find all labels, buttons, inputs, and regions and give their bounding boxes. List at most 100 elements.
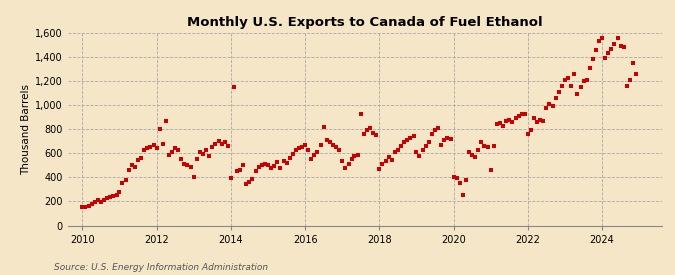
Point	[343, 161, 354, 166]
Point	[520, 111, 531, 116]
Point	[235, 167, 246, 172]
Point	[148, 143, 159, 148]
Point	[306, 157, 317, 161]
Point	[541, 105, 552, 110]
Point	[77, 205, 88, 210]
Point	[594, 39, 605, 44]
Point	[606, 46, 617, 51]
Point	[371, 133, 382, 138]
Point	[485, 168, 496, 172]
Point	[408, 134, 419, 138]
Point	[232, 169, 242, 173]
Point	[433, 126, 443, 130]
Point	[421, 144, 431, 148]
Point	[483, 145, 493, 150]
Point	[532, 120, 543, 124]
Point	[352, 153, 363, 157]
Point	[460, 178, 471, 182]
Point	[560, 78, 570, 82]
Point	[294, 146, 304, 150]
Point	[207, 144, 218, 149]
Point	[383, 155, 394, 159]
Point	[581, 78, 592, 82]
Point	[302, 148, 313, 153]
Point	[572, 92, 583, 97]
Point	[591, 48, 601, 52]
Point	[256, 163, 267, 167]
Point	[126, 163, 137, 167]
Y-axis label: Thousand Barrels: Thousand Barrels	[21, 84, 31, 175]
Point	[260, 162, 271, 166]
Point	[312, 150, 323, 154]
Point	[631, 72, 642, 76]
Point	[566, 84, 576, 88]
Point	[396, 144, 406, 148]
Point	[102, 196, 113, 201]
Point	[278, 158, 289, 163]
Point	[510, 116, 521, 121]
Point	[176, 156, 187, 161]
Point	[446, 137, 456, 141]
Point	[562, 75, 573, 80]
Point	[467, 152, 478, 157]
Point	[145, 144, 156, 149]
Point	[550, 96, 561, 100]
Point	[476, 140, 487, 145]
Point	[80, 205, 90, 209]
Point	[269, 164, 279, 168]
Point	[186, 164, 196, 169]
Point	[516, 111, 527, 116]
Point	[325, 140, 335, 145]
Point	[358, 132, 369, 136]
Point	[319, 125, 329, 130]
Point	[513, 114, 524, 118]
Point	[628, 61, 639, 65]
Point	[554, 90, 564, 94]
Point	[290, 148, 301, 153]
Point	[309, 152, 320, 157]
Point	[368, 131, 379, 135]
Point	[585, 66, 595, 70]
Point	[188, 175, 199, 179]
Point	[191, 156, 202, 161]
Point	[535, 118, 545, 122]
Point	[173, 148, 184, 153]
Point	[538, 119, 549, 123]
Point	[315, 143, 326, 148]
Point	[250, 169, 261, 173]
Point	[497, 123, 508, 128]
Point	[609, 42, 620, 46]
Point	[275, 166, 286, 170]
Point	[495, 121, 506, 125]
Point	[349, 154, 360, 158]
Point	[340, 166, 350, 170]
Point	[346, 156, 357, 161]
Point	[114, 190, 125, 194]
Point	[238, 163, 248, 167]
Point	[597, 35, 608, 40]
Point	[83, 204, 94, 208]
Point	[327, 143, 338, 147]
Point	[374, 167, 385, 171]
Point	[167, 149, 178, 154]
Point	[464, 150, 475, 154]
Point	[210, 141, 221, 146]
Point	[522, 132, 533, 136]
Point	[200, 147, 211, 152]
Point	[120, 178, 131, 183]
Point	[108, 194, 119, 198]
Point	[430, 128, 441, 133]
Point	[334, 148, 345, 153]
Point	[213, 139, 224, 143]
Point	[99, 197, 109, 202]
Point	[157, 142, 168, 147]
Point	[507, 120, 518, 124]
Point	[393, 147, 404, 152]
Point	[427, 132, 437, 136]
Point	[105, 195, 115, 199]
Point	[247, 177, 258, 182]
Point	[389, 150, 400, 154]
Point	[454, 181, 465, 185]
Point	[479, 144, 490, 148]
Point	[89, 200, 100, 204]
